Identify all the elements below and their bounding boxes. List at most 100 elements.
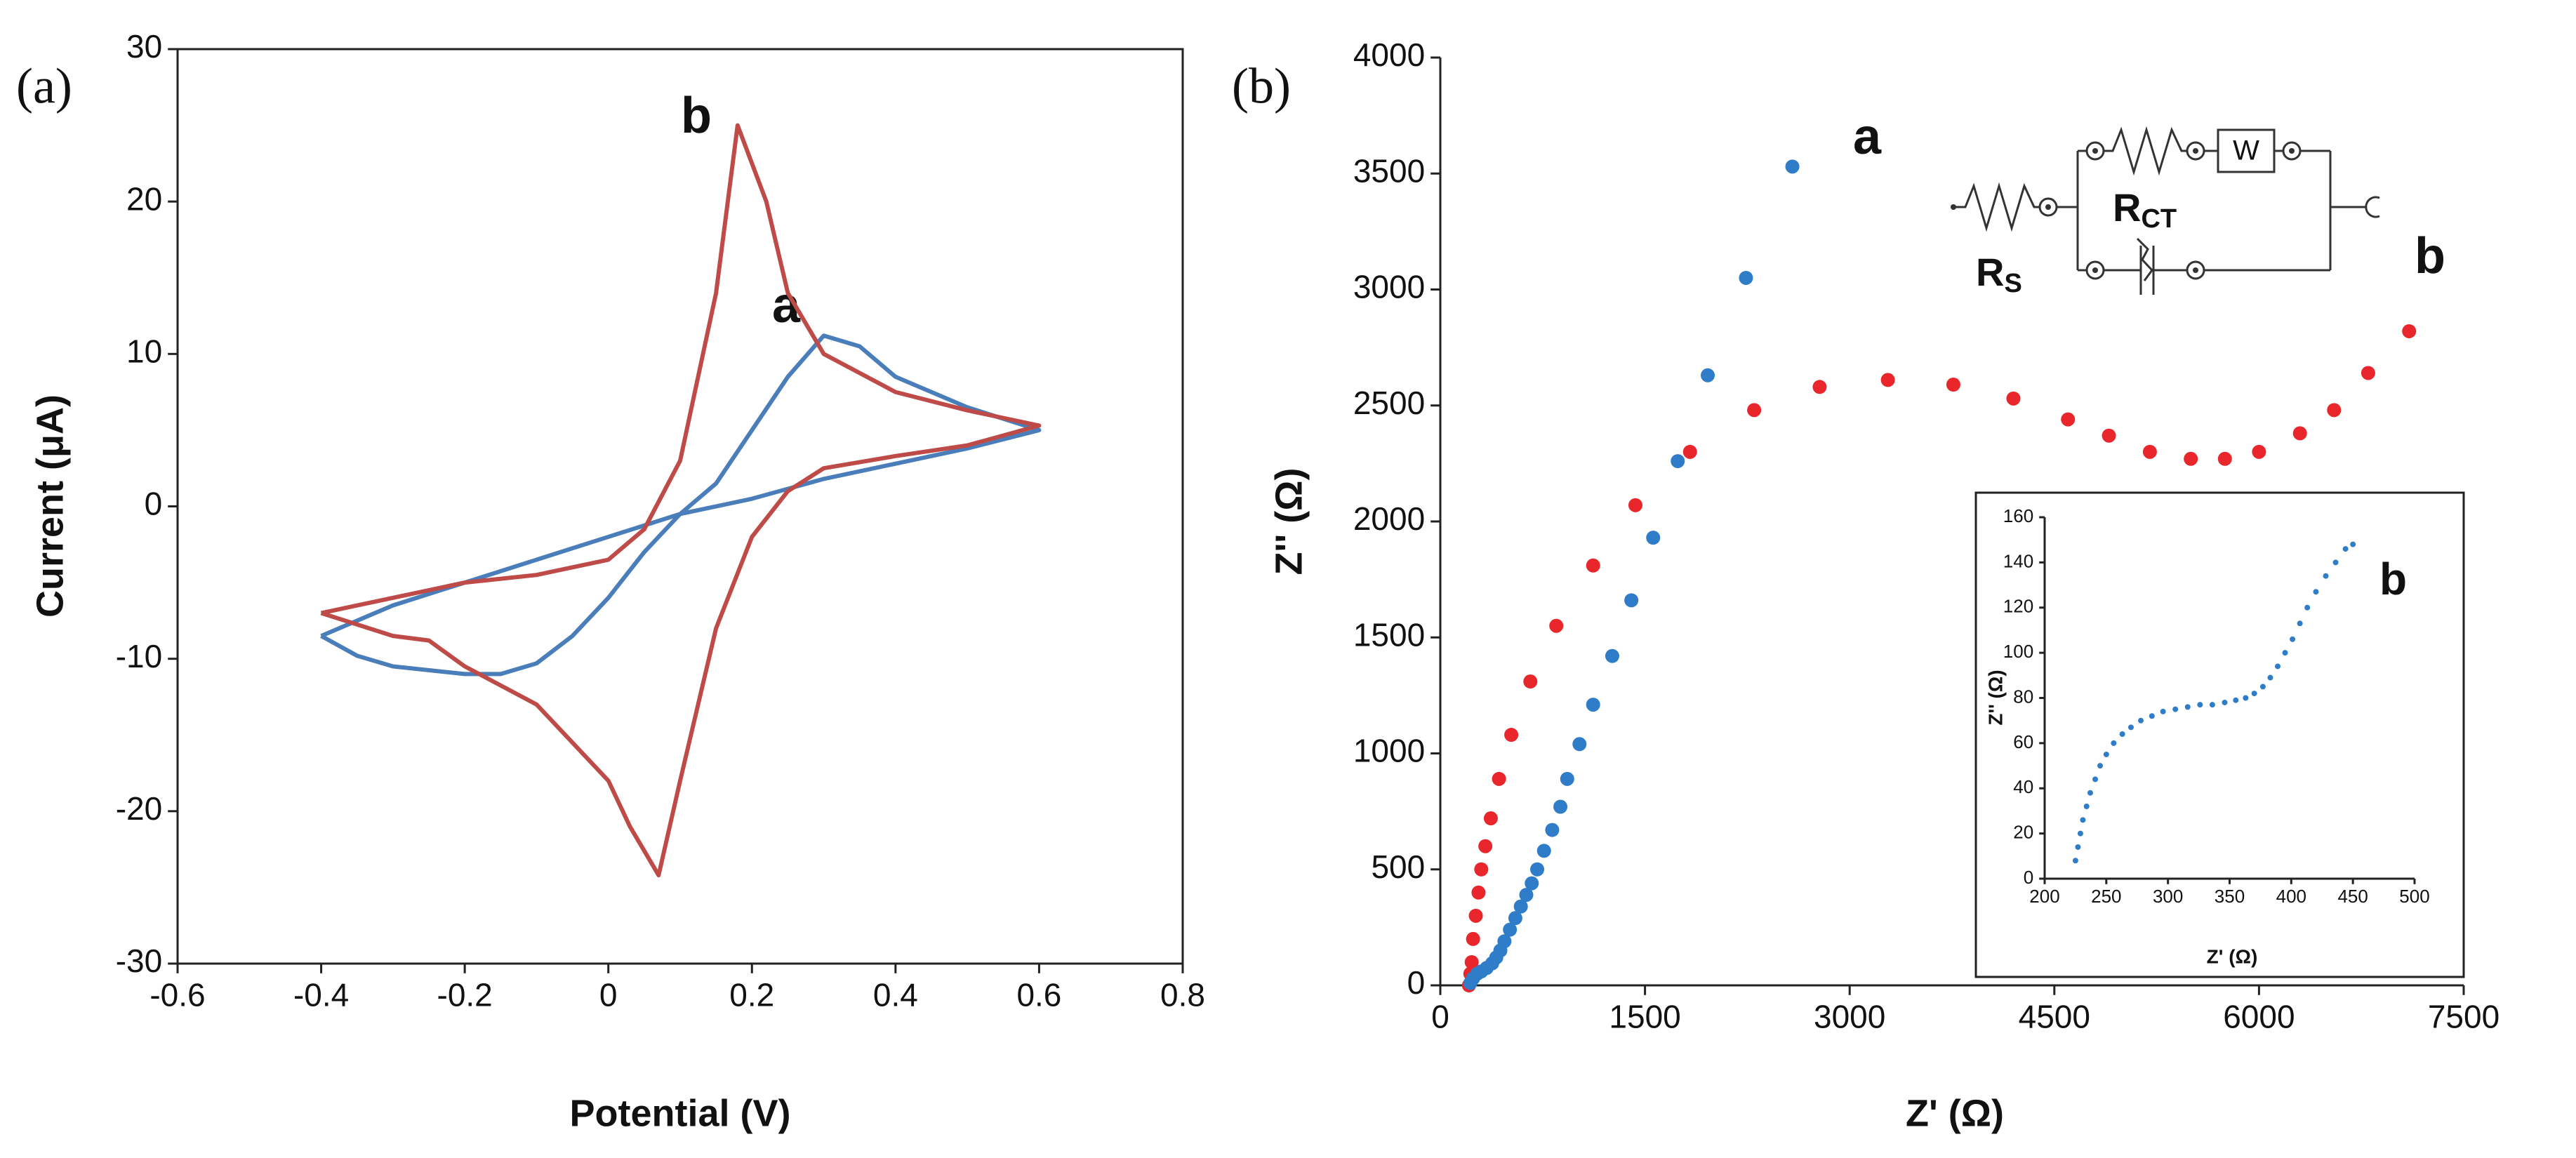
point: [1586, 558, 1600, 573]
point: [2222, 699, 2228, 705]
series-label: b: [2415, 228, 2445, 284]
point: [2184, 451, 2198, 466]
point: [1468, 908, 1483, 923]
x-tick-label: 0.6: [1016, 976, 1061, 1013]
point: [2267, 674, 2273, 681]
y-tick-label: 4000: [1353, 36, 1425, 73]
y-tick-label: 40: [2013, 776, 2033, 797]
x-tick-label: 1500: [1609, 998, 1680, 1034]
point: [1605, 648, 1619, 663]
series-label: b: [2379, 554, 2407, 604]
y-tick-label: 3500: [1353, 152, 1425, 189]
x-tick-label: -0.2: [437, 976, 493, 1013]
point: [1624, 593, 1639, 608]
point: [2197, 702, 2203, 708]
point: [2092, 776, 2099, 783]
point: [1545, 823, 1560, 837]
point: [2342, 546, 2349, 552]
point: [2077, 830, 2083, 837]
x-tick-label: 500: [2399, 886, 2429, 907]
point: [2172, 706, 2179, 712]
point: [1747, 403, 1762, 418]
point: [1497, 934, 1512, 949]
curve: [320, 123, 1042, 878]
series-label: a: [1853, 109, 1882, 165]
y-axis-title: Z'' (Ω): [1984, 670, 2006, 725]
panel-label: (b): [1232, 58, 1291, 114]
point: [1523, 674, 1538, 689]
x-axis-title: Z' (Ω): [2207, 945, 2258, 967]
y-tick-label: 2000: [1353, 500, 1425, 537]
x-tick-label: -0.6: [150, 976, 205, 1013]
x-axis-title: Potential (V): [569, 1092, 790, 1134]
y-axis-title: Current (μA): [29, 394, 71, 618]
point: [1553, 799, 1568, 814]
x-tick-label: -0.4: [293, 976, 349, 1013]
point: [2292, 426, 2307, 441]
y-tick-label: 20: [2013, 822, 2033, 843]
x-tick-label: 350: [2215, 886, 2245, 907]
point: [2323, 573, 2329, 579]
point: [2083, 804, 2090, 809]
point: [2297, 620, 2303, 627]
y-tick-label: 0: [1407, 964, 1426, 1001]
y-tick-label: 1000: [1353, 733, 1425, 769]
y-tick-label: 120: [2003, 596, 2033, 617]
point: [1530, 862, 1545, 877]
point: [2275, 663, 2281, 670]
y-tick-label: -20: [116, 790, 162, 827]
y-axis-title: Z'' (Ω): [1268, 468, 1310, 575]
point: [1492, 771, 1506, 786]
y-tick-label: 500: [1371, 848, 1425, 885]
point: [1525, 876, 1539, 891]
point: [1560, 771, 1574, 786]
point: [2072, 858, 2078, 864]
point: [1701, 368, 1715, 382]
point: [2111, 740, 2117, 746]
y-tick-label: 0: [2024, 867, 2033, 888]
point: [1508, 911, 1522, 926]
x-tick-label: 400: [2276, 886, 2306, 907]
point: [1474, 862, 1489, 877]
x-tick-label: 250: [2091, 886, 2121, 907]
x-tick-label: 7500: [2428, 998, 2499, 1034]
rct-main: R: [2113, 185, 2141, 229]
x-tick-label: 4500: [2019, 998, 2090, 1034]
y-tick-label: 2500: [1353, 385, 1425, 421]
x-tick-label: 0.4: [873, 976, 918, 1013]
y-tick-label: 10: [126, 333, 162, 369]
point: [2006, 391, 2021, 406]
point: [1785, 159, 1800, 174]
point: [2233, 697, 2239, 703]
inset-frame: [1974, 491, 2465, 978]
point: [1466, 931, 1480, 946]
y-tick-label: 60: [2013, 731, 2033, 752]
point: [1464, 954, 1479, 969]
point: [2142, 444, 2157, 459]
point: [2259, 684, 2266, 690]
point: [1586, 698, 1600, 712]
x-tick-label: 300: [2153, 886, 2183, 907]
rs-label: RS: [1976, 250, 2022, 298]
x-tick-label: 0: [1431, 998, 1449, 1034]
rct-label: RCT: [2113, 185, 2177, 234]
point: [2102, 428, 2116, 443]
point: [2138, 717, 2144, 724]
point: [1504, 728, 1519, 743]
circuit: [1951, 126, 2380, 295]
point: [1572, 737, 1587, 752]
point: [1628, 498, 1642, 512]
y-tick-label: 0: [145, 486, 163, 522]
rs-sub: S: [2004, 269, 2021, 298]
y-tick-label: 160: [2003, 505, 2033, 526]
point: [2087, 790, 2093, 796]
point: [2252, 444, 2266, 459]
point: [2103, 751, 2109, 757]
point: [2290, 636, 2296, 642]
point: [1549, 618, 1564, 633]
point: [2332, 559, 2339, 566]
point: [1739, 270, 1753, 285]
point: [2327, 403, 2342, 418]
point: [2209, 702, 2215, 708]
